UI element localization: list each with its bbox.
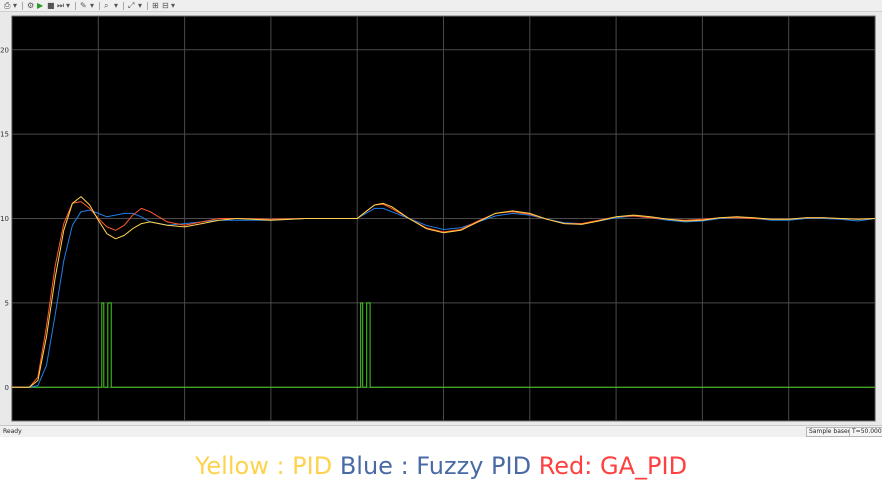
zoom-icon[interactable]: ⌕ — [104, 1, 109, 10]
x-tick-label: 30 — [525, 424, 534, 425]
x-tick-label: 20 — [353, 424, 362, 425]
caption-red-key: Red: — [531, 452, 601, 480]
fuzzy-pid-line — [12, 207, 876, 388]
y-tick-label: 15 — [0, 131, 9, 139]
settings-icon[interactable]: ⚙ — [27, 1, 35, 10]
x-tick-label: 50 — [871, 424, 880, 425]
toolbar-separator — [123, 2, 124, 10]
x-tick-label: 40 — [698, 424, 707, 425]
stop-icon[interactable]: ■ — [47, 1, 55, 10]
toolbar-separator — [147, 2, 148, 10]
chevron-down-icon[interactable]: ▾ — [171, 1, 176, 10]
status-mode: Sample based — [806, 427, 855, 437]
toolbar-separator — [99, 2, 100, 10]
x-tick-label: 35 — [612, 424, 621, 425]
x-tick-label: 45 — [784, 424, 793, 425]
step-icon[interactable]: ⏭ — [57, 1, 65, 10]
x-tick-label: 5 — [96, 424, 100, 425]
x-tick-label: 15 — [266, 424, 275, 425]
highlight-icon[interactable]: ✎ — [80, 1, 87, 10]
status-text: Ready — [3, 428, 22, 435]
x-tick-label: 25 — [439, 424, 448, 425]
disturbance-line — [12, 302, 875, 388]
chevron-down-icon[interactable]: ▾ — [90, 1, 95, 10]
caption-blue-value: Fuzzy PID — [416, 452, 532, 480]
print-icon[interactable]: ⎙ — [4, 1, 11, 10]
x-tick-label: 0 — [10, 424, 14, 425]
autoscale-icon[interactable]: ⤢ — [128, 1, 135, 10]
y-tick-label: 5 — [5, 299, 9, 307]
triggers-icon[interactable]: ⊟ — [162, 1, 169, 10]
status-time: T=50.000 — [849, 427, 882, 437]
chevron-down-icon[interactable]: ▾ — [66, 1, 71, 10]
legend-caption: Yellow : PID Blue : Fuzzy PID Red: GA_PI… — [0, 448, 882, 484]
chevron-down-icon[interactable]: ▾ — [13, 1, 18, 10]
toolbar-separator — [22, 2, 23, 10]
status-bar: Ready Sample based T=50.000 — [0, 425, 882, 437]
y-tick-label: 0 — [5, 384, 9, 392]
caption-yellow-value: PID — [292, 452, 333, 480]
caption-red-value: GA_PID — [600, 452, 688, 480]
y-tick-label: 20 — [0, 46, 9, 54]
y-tick-label: 10 — [0, 215, 9, 223]
toolbar-separator — [75, 2, 76, 10]
scope-plot-area: 0 5 10 15 20 25 30 35 40 45 50 0 5 10 15 20 — [0, 12, 882, 425]
run-icon[interactable]: ▶ — [37, 1, 44, 10]
pid-line — [12, 196, 876, 388]
chevron-down-icon[interactable]: ▾ — [114, 1, 119, 10]
x-tick-label: 10 — [180, 424, 189, 425]
caption-blue-key: Blue : — [332, 452, 417, 480]
scope-toolbar: ⎙ ▾ ⚙ ▶ ■ ⏭ ▾ ✎ ▾ ⌕ ▾ ⤢ ▾ ⊞ ⊟ ▾ — [0, 0, 882, 12]
cursor-icon[interactable]: ⊞ — [152, 1, 159, 10]
chevron-down-icon[interactable]: ▾ — [138, 1, 143, 10]
scope-chart: 0 5 10 15 20 25 30 35 40 45 50 0 5 10 15 20 — [0, 15, 880, 425]
caption-yellow-key: Yellow : — [194, 452, 293, 480]
